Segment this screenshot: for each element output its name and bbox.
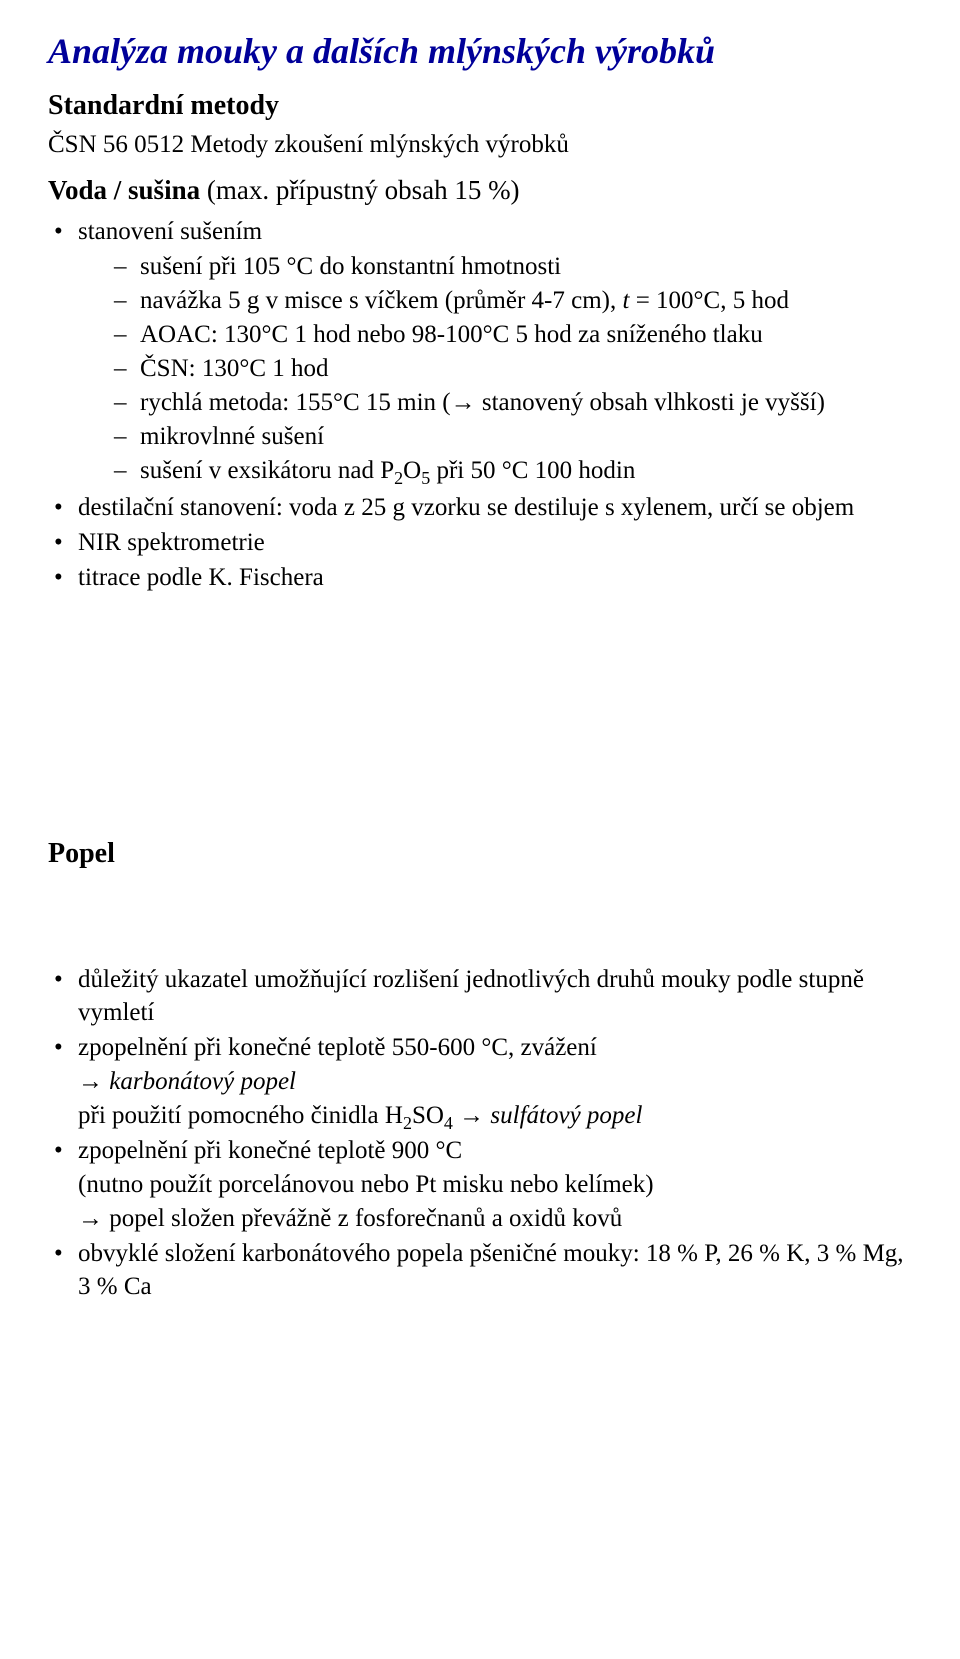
voda-dash-7b: O: [403, 457, 421, 484]
section-heading-popel: Popel: [48, 836, 912, 873]
popel-b2-line1: zpopelnění při konečné teplotě 550-600 °…: [78, 1034, 597, 1061]
sub-5: 5: [421, 468, 430, 488]
voda-dash-5: rychlá metoda: 155°C 15 min (→ stanovený…: [114, 386, 912, 419]
voda-dash-2: navážka 5 g v misce s víčkem (průměr 4-7…: [114, 284, 912, 317]
popel-b2-e: SO: [412, 1102, 444, 1129]
popel-bullet-1: důležitý ukazatel umožňující rozlišení j…: [48, 963, 912, 1029]
popel-b3-line2: (nutno použít porcelánovou nebo Pt misku…: [78, 1168, 912, 1201]
standard-reference: ČSN 56 0512 Metody zkoušení mlýnských vý…: [48, 128, 912, 161]
voda-bullet-3: NIR spektrometrie: [48, 526, 912, 559]
voda-bullet-1: stanovení sušením sušení při 105 °C do k…: [48, 215, 912, 487]
voda-dash-7c: při 50 °C 100 hodin: [430, 457, 635, 484]
voda-dash-list: sušení při 105 °C do konstantní hmotnost…: [78, 250, 912, 487]
voda-dash-6: mikrovlnné sušení: [114, 420, 912, 453]
popel-b2-karbonatovy: karbonátový popel: [109, 1068, 296, 1095]
popel-b2-line3: při použití pomocného činidla H2SO4 → su…: [78, 1099, 912, 1132]
section-gap: [48, 596, 912, 836]
voda-dash-3: AOAC: 130°C 1 hod nebo 98-100°C 5 hod za…: [114, 318, 912, 351]
sub-so4: 4: [444, 1113, 453, 1133]
voda-bullet-1-text: stanovení sušením: [78, 218, 262, 245]
sub-2: 2: [394, 468, 403, 488]
popel-b2-sulfatovy: sulfátový popel: [490, 1102, 642, 1129]
popel-bullet-4: obvyklé složení karbonátového popela pše…: [48, 1237, 912, 1303]
voda-dash-7a: sušení v exsikátoru nad P: [140, 457, 394, 484]
popel-b2-arrow1: →: [78, 1068, 109, 1095]
voda-dash-4: ČSN: 130°C 1 hod: [114, 352, 912, 385]
voda-bullet-2: destilační stanovení: voda z 25 g vzorku…: [48, 491, 912, 524]
section-heading-voda: Voda / sušina (max. přípustný obsah 15 %…: [48, 173, 912, 209]
sub-h2: 2: [403, 1113, 412, 1133]
popel-bullet-3: zpopelnění při konečné teplotě 900 °C (n…: [48, 1134, 912, 1235]
popel-b2-arrow2: →: [453, 1102, 491, 1129]
page-title: Analýza mouky a dalších mlýnských výrobk…: [48, 28, 912, 76]
voda-bullet-list: stanovení sušením sušení při 105 °C do k…: [48, 215, 912, 594]
voda-dash-2b: = 100°C, 5 hod: [629, 287, 789, 314]
popel-b2-line2: → karbonátový popel: [78, 1065, 912, 1098]
popel-b3-line3: → popel složen převážně z fosforečnanů a…: [78, 1202, 912, 1235]
section-heading-voda-suffix: (max. přípustný obsah 15 %): [207, 175, 520, 205]
popel-b3-line1: zpopelnění při konečné teplotě 900 °C: [78, 1137, 462, 1164]
voda-dash-7: sušení v exsikátoru nad P2O5 při 50 °C 1…: [114, 454, 912, 487]
subheading-standard-methods: Standardní metody: [48, 88, 912, 125]
popel-bullet-2: zpopelnění při konečné teplotě 550-600 °…: [48, 1031, 912, 1132]
popel-b2-d: při použití pomocného činidla H: [78, 1102, 403, 1129]
popel-bullet-list: důležitý ukazatel umožňující rozlišení j…: [48, 963, 912, 1303]
section-heading-voda-main: Voda / sušina: [48, 175, 200, 205]
voda-bullet-4: titrace podle K. Fischera: [48, 561, 912, 594]
voda-dash-1: sušení při 105 °C do konstantní hmotnost…: [114, 250, 912, 283]
voda-dash-2a: navážka 5 g v misce s víčkem (průměr 4-7…: [140, 287, 622, 314]
